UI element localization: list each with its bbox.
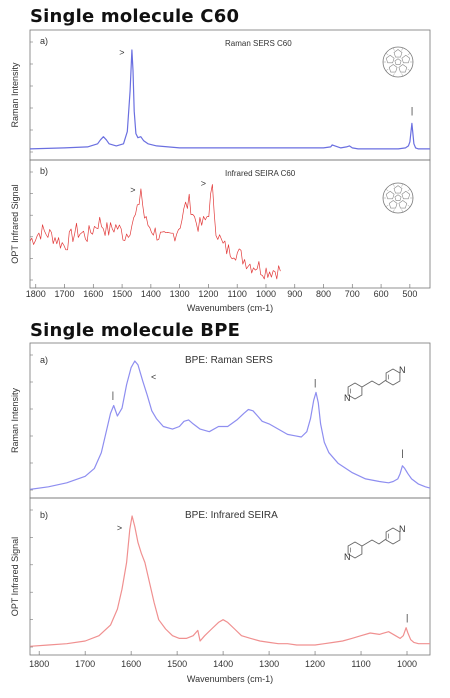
bpe-panel-0-marker: | <box>401 448 403 458</box>
bpe-x-axis-label: Wavenumbers (cm-1) <box>187 674 273 684</box>
nitrogen-label: N <box>344 552 351 562</box>
c60-x-tick-label: 1600 <box>83 289 103 299</box>
bpe-x-tick-label: 1400 <box>213 659 233 669</box>
bpe-panel-1-marker: > <box>117 523 122 533</box>
bpe-panel-0-annotation: BPE: Raman SERS <box>185 355 273 366</box>
c60-panel-1-ylabel: OPT Infrared Signal <box>10 184 20 263</box>
c60-x-tick-label: 800 <box>316 289 331 299</box>
c60-x-tick-label: 900 <box>287 289 302 299</box>
c60-x-tick-label: 1100 <box>228 289 247 299</box>
nitrogen-label: N <box>344 393 351 403</box>
bpe-panel-1-bpe-structure-icon: NN <box>344 524 406 562</box>
bpe-x-tick-label: 1000 <box>397 659 417 669</box>
c60-panel-0-fullerene-icon <box>382 46 414 78</box>
bpe-x-tick-label: 1500 <box>167 659 187 669</box>
c60-x-tick-label: 1800 <box>26 289 46 299</box>
c60-panel-1-series-line <box>29 184 281 280</box>
bpe-panel-1-marker: | <box>406 612 408 622</box>
bpe-panel-0-ylabel: Raman Intensity <box>10 387 20 453</box>
c60-panel-1-letter: b) <box>40 166 48 176</box>
c60-panel-0-ylabel: Raman Intensity <box>10 62 20 128</box>
c60-panel-0-frame <box>29 29 431 161</box>
c60-panel-1-marker: > <box>130 185 135 195</box>
c60-panel-0-letter: a) <box>40 36 48 46</box>
heading-bpe: Single molecule BPE <box>30 320 241 341</box>
bpe-panel-0-frame <box>29 342 431 499</box>
bpe-panel-1-frame <box>29 497 431 656</box>
c60-x-tick-label: 1200 <box>198 289 218 299</box>
bpe-panel-0-series-line <box>29 360 431 490</box>
c60-x-axis-label: Wavenumbers (cm-1) <box>187 303 273 313</box>
bpe-panel-0-marker: | <box>112 390 114 400</box>
c60-panel-1-frame <box>29 159 431 289</box>
bpe-panel-0-marker: < <box>151 372 156 382</box>
c60-x-tick-label: 700 <box>345 289 360 299</box>
nitrogen-label: N <box>399 365 406 375</box>
c60-panel-0-marker: | <box>411 105 413 115</box>
bpe-panel-1-ylabel: OPT Infrared Signal <box>10 537 20 616</box>
c60-x-tick-label: 1500 <box>112 289 132 299</box>
c60-x-tick-label: 1000 <box>256 289 276 299</box>
bpe-x-tick-label: 1600 <box>121 659 141 669</box>
c60-panel-0-marker: > <box>119 48 124 58</box>
bpe-panel-1-annotation: BPE: Infrared SEIRA <box>185 510 278 521</box>
c60-x-tick-label: 1400 <box>141 289 161 299</box>
c60-x-tick-label: 600 <box>374 289 389 299</box>
bpe-x-tick-label: 1300 <box>259 659 279 669</box>
c60-x-tick-label: 500 <box>402 289 417 299</box>
c60-x-tick-label: 1300 <box>170 289 190 299</box>
c60-panel-1-fullerene-icon <box>382 182 414 214</box>
bpe-panel-0-marker: | <box>314 378 316 388</box>
bpe-x-tick-label: 1100 <box>351 659 370 669</box>
bpe-panel-0-bpe-structure-icon: NN <box>344 365 406 403</box>
heading-c60: Single molecule C60 <box>30 6 240 27</box>
c60-x-tick-label: 1700 <box>55 289 75 299</box>
c60-panel-0-annotation: Raman SERS C60 <box>225 39 292 48</box>
bpe-x-tick-label: 1800 <box>29 659 49 669</box>
bpe-panel-1-letter: b) <box>40 510 48 520</box>
bpe-x-tick-label: 1700 <box>75 659 95 669</box>
nitrogen-label: N <box>399 524 406 534</box>
c60-panel-1-annotation: Infrared SEIRA C60 <box>225 169 296 178</box>
c60-panel-0-series-line <box>29 49 430 150</box>
bpe-panel-0-letter: a) <box>40 355 48 365</box>
bpe-x-tick-label: 1200 <box>305 659 325 669</box>
bpe-panel-1-series-line <box>29 515 430 647</box>
c60-panel-1-marker: > <box>201 178 206 188</box>
